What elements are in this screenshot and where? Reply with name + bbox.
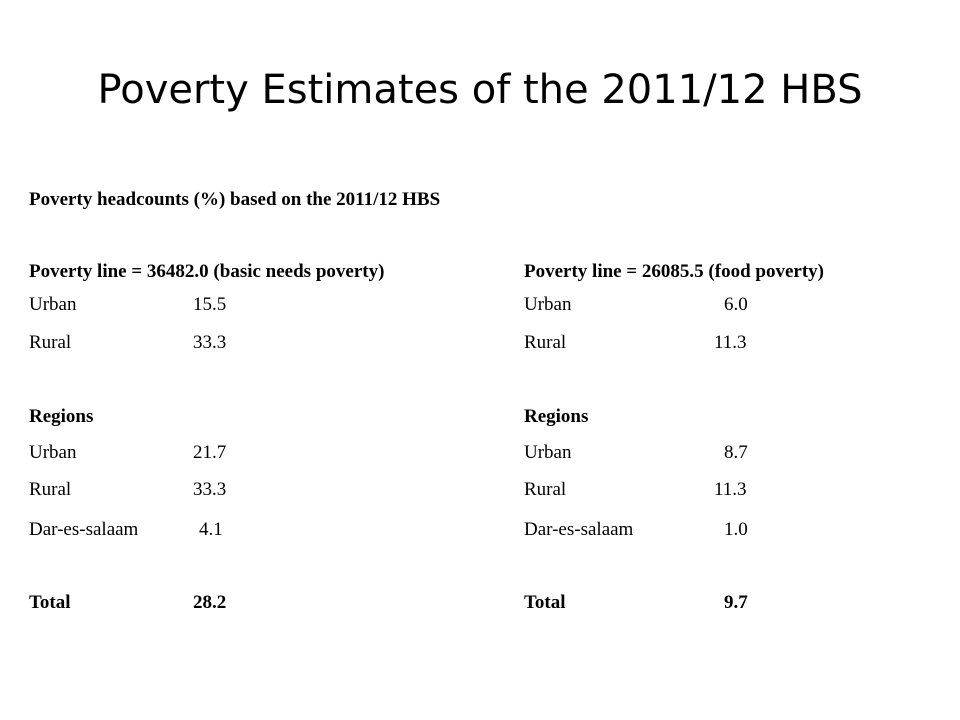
- row-value: 1.0: [724, 516, 748, 544]
- row-label: Rural: [29, 476, 71, 504]
- total-value: 9.7: [724, 589, 748, 617]
- row-value: 8.7: [724, 439, 748, 467]
- row-value: 4.1: [199, 516, 223, 544]
- row-label: Urban: [524, 291, 571, 319]
- row-label: Dar-es-salaam: [29, 516, 138, 544]
- row-label: Urban: [524, 439, 571, 467]
- row-value: 21.7: [193, 439, 226, 467]
- total-value: 28.2: [193, 589, 226, 617]
- row-label: Urban: [29, 291, 76, 319]
- row-value: 33.3: [193, 476, 226, 504]
- total-label: Total: [524, 589, 566, 617]
- regions-label: Regions: [524, 403, 588, 431]
- row-label: Dar-es-salaam: [524, 516, 633, 544]
- slide-title: Poverty Estimates of the 2011/12 HBS: [0, 58, 960, 122]
- row-value: 11.3: [714, 329, 747, 357]
- row-label: Urban: [29, 439, 76, 467]
- basic-needs-poverty-line-header: Poverty line = 36482.0 (basic needs pove…: [29, 258, 384, 286]
- food-poverty-line-header: Poverty line = 26085.5 (food poverty): [524, 258, 824, 286]
- row-value: 33.3: [193, 329, 226, 357]
- row-value: 15.5: [193, 291, 226, 319]
- row-value: 6.0: [724, 291, 748, 319]
- row-label: Rural: [29, 329, 71, 357]
- total-label: Total: [29, 589, 71, 617]
- row-value: 11.3: [714, 476, 747, 504]
- regions-label: Regions: [29, 403, 93, 431]
- table-subtitle: Poverty headcounts (%) based on the 2011…: [29, 186, 440, 214]
- row-label: Rural: [524, 329, 566, 357]
- row-label: Rural: [524, 476, 566, 504]
